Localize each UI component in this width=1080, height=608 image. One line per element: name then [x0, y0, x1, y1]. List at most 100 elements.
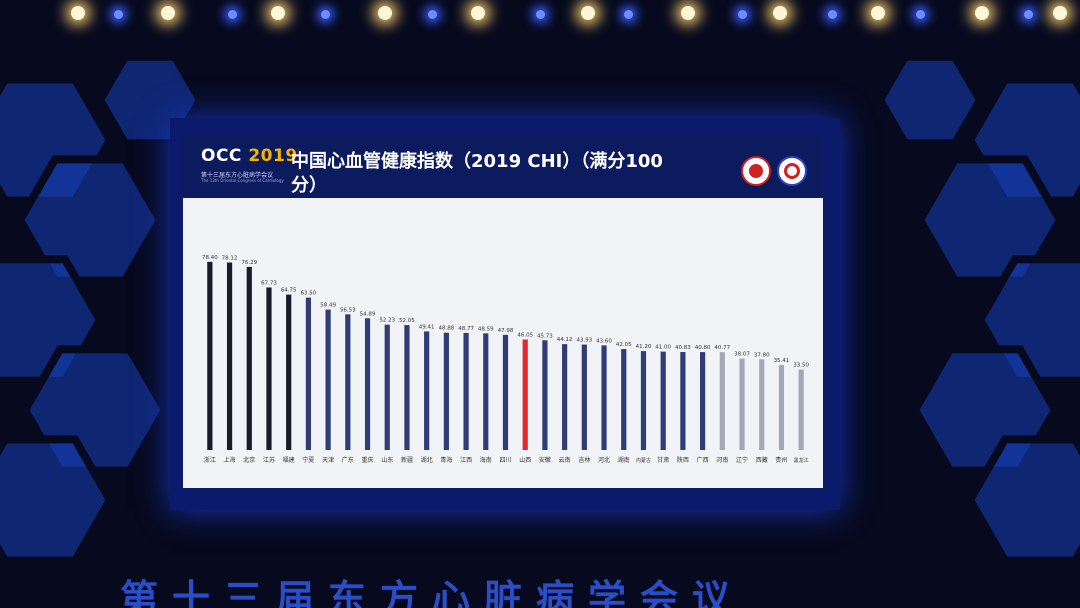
category-label: 西藏	[756, 456, 768, 464]
bar	[266, 287, 272, 450]
bar	[325, 309, 331, 450]
category-label: 江西	[460, 457, 472, 464]
stage-light	[581, 6, 595, 20]
bar	[660, 351, 666, 450]
bar-value-label: 58.49	[320, 303, 336, 309]
category-label: 福建	[283, 456, 295, 464]
stage-light	[681, 6, 695, 20]
bar-value-label: 78.40	[202, 255, 218, 261]
slide-header: OCC 2019 第十三届东方心脏病学会议 The 13th Oriental …	[183, 136, 823, 198]
bar	[798, 369, 804, 450]
category-label: 甘肃	[657, 456, 669, 464]
backdrop-hexagon	[15, 155, 165, 285]
stage-light	[1053, 6, 1067, 20]
category-label: 湖南	[618, 456, 630, 464]
category-label: 海南	[480, 456, 492, 464]
bar	[404, 325, 410, 450]
stage-light	[623, 10, 633, 19]
bar-value-label: 54.89	[360, 311, 376, 317]
bar	[739, 358, 745, 450]
stage-light	[227, 10, 237, 19]
society-emblem-icon	[741, 156, 771, 186]
bar	[226, 262, 233, 450]
category-label: 广西	[697, 456, 709, 464]
category-label: 重庆	[362, 456, 374, 464]
bar	[581, 344, 587, 450]
bar-value-label: 44.12	[557, 337, 573, 343]
occ-logo: OCC 2019 第十三届东方心脏病学会议 The 13th Oriental …	[201, 142, 297, 192]
bar-value-label: 42.05	[616, 342, 632, 348]
bar-value-label: 38.07	[734, 352, 750, 358]
stage-light	[915, 10, 925, 19]
category-label: 河南	[716, 456, 728, 464]
backdrop-hexagon	[0, 435, 115, 565]
bar-value-label: 52.23	[379, 318, 395, 324]
logo-occ: OCC	[201, 146, 242, 166]
stage-light	[871, 6, 885, 20]
category-label: 黑龙江	[794, 457, 809, 464]
category-label: 贵州	[775, 456, 787, 464]
backdrop-hexagon	[965, 435, 1080, 565]
bar	[345, 314, 351, 450]
category-label: 北京	[243, 456, 255, 464]
bar	[286, 294, 292, 450]
category-label: 广东	[342, 456, 354, 464]
stage-light	[1023, 10, 1033, 19]
category-label: 四川	[499, 457, 511, 464]
category-label: 江苏	[263, 456, 275, 464]
bar-value-label: 33.50	[793, 363, 809, 369]
logo-year: 2019	[248, 146, 298, 166]
category-label: 浙江	[204, 456, 216, 464]
bar	[621, 349, 627, 450]
category-label: 河北	[598, 456, 610, 464]
stage-light	[113, 10, 123, 19]
category-label: 宁夏	[302, 456, 314, 464]
stage-light	[71, 6, 85, 20]
bar-value-label: 49.41	[419, 324, 435, 330]
stage-light	[427, 10, 437, 19]
bar-value-label: 48.59	[478, 326, 494, 332]
category-label: 天津	[322, 457, 334, 464]
congress-emblem-icon	[777, 156, 807, 186]
category-label: 山西	[519, 456, 531, 464]
bar-value-label: 41.00	[655, 345, 671, 351]
category-label: 辽宁	[736, 456, 748, 464]
bar-value-label: 35.41	[774, 358, 790, 364]
logo-subtitle-en: The 13th Oriental Congress of Cardiology	[201, 178, 284, 183]
chart-title: 中国心血管健康指数（2019 CHI）（满分100 分）	[291, 151, 663, 196]
stage-light	[378, 6, 392, 20]
backdrop-hexagon	[875, 60, 985, 148]
bar	[778, 365, 785, 450]
bar	[207, 261, 213, 450]
bar-value-label: 48.88	[438, 326, 454, 332]
congress-banner: 第十三届东方心脏病学会议	[120, 577, 745, 608]
category-label: 青海	[440, 456, 452, 464]
bar-value-label: 78.12	[222, 256, 238, 262]
category-label: 安徽	[539, 456, 551, 464]
bar	[463, 332, 469, 450]
bar-value-label: 76.29	[241, 260, 257, 266]
category-label: 吉林	[578, 456, 590, 464]
stage-light	[320, 10, 330, 19]
bar-value-label: 46.05	[517, 332, 533, 338]
stage-light	[535, 10, 545, 19]
bar-value-label: 52.05	[399, 318, 415, 324]
bar	[601, 345, 607, 450]
bar	[364, 318, 371, 450]
bar-chart: 78.40 浙江 78.12 上海 76.29 北京 67.73 江苏 64.75 福建 63.50…	[202, 255, 810, 464]
logo-text: OCC 2019	[201, 146, 298, 166]
bar	[483, 333, 489, 450]
bar	[443, 332, 449, 450]
bar-value-label: 47.98	[498, 328, 514, 334]
category-label: 湖北	[421, 456, 433, 464]
category-label: 内蒙古	[636, 457, 651, 464]
bar-value-label: 40.77	[714, 345, 730, 351]
category-label: 云南	[559, 456, 571, 464]
bar-value-label: 40.83	[675, 345, 691, 351]
bar-value-label: 45.73	[537, 333, 553, 339]
hexagon-backdrop	[0, 60, 1080, 565]
bar	[384, 324, 390, 450]
bar-value-label: 41.20	[636, 344, 652, 350]
bar-value-label: 48.77	[458, 326, 474, 332]
stage-light	[161, 6, 175, 20]
